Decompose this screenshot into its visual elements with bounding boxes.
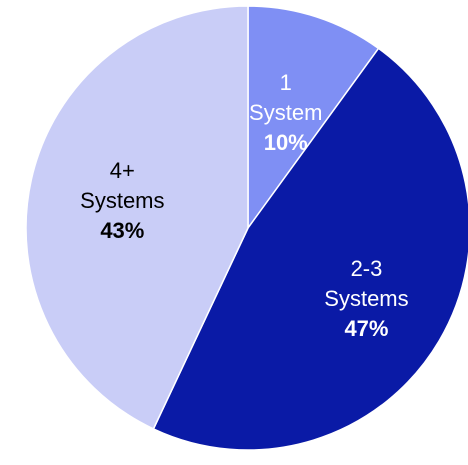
slice-label-2: 4+ Systems 43% — [80, 158, 164, 243]
slice-label-line1: 2-3 — [351, 256, 383, 281]
slice-label-line2: System — [249, 100, 322, 125]
slice-label-line1: 4+ — [110, 158, 135, 183]
pie-slice-0 — [247, 5, 380, 231]
slice-label-0: 1 System 10% — [249, 70, 322, 155]
slice-label-line2: Systems — [324, 286, 408, 311]
pie-labels: 1 System 10% 2-3 Systems 47% 4+ Systems 43% — [80, 70, 408, 341]
slice-label-line2: Systems — [80, 188, 164, 213]
slice-percent-label: 10% — [264, 130, 308, 155]
slice-label-1: 2-3 Systems 47% — [324, 256, 408, 341]
pie-slice-2 — [25, 5, 249, 430]
slice-percent-label: 43% — [100, 218, 144, 243]
slice-percent-label: 47% — [344, 316, 388, 341]
pie-slice-1 — [152, 47, 468, 451]
pie-slices — [25, 5, 468, 451]
slice-label-line1: 1 — [280, 70, 292, 95]
